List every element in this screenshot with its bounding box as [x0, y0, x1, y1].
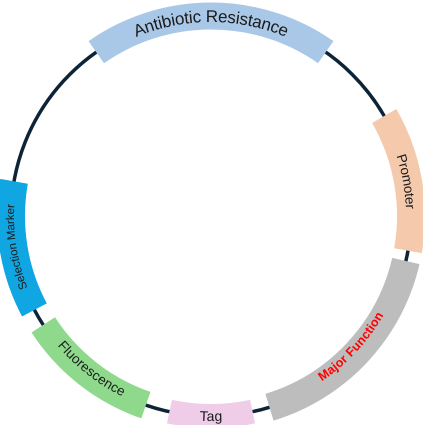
- segment-antibiotic: [88, 2, 334, 64]
- segment-tag: [166, 399, 256, 425]
- segment-label-tag: Tag: [199, 408, 222, 424]
- segment-fluorescence: [31, 317, 151, 419]
- segment-selection: [0, 178, 47, 317]
- segment-promoter: [371, 109, 423, 254]
- segment-major: [265, 257, 420, 421]
